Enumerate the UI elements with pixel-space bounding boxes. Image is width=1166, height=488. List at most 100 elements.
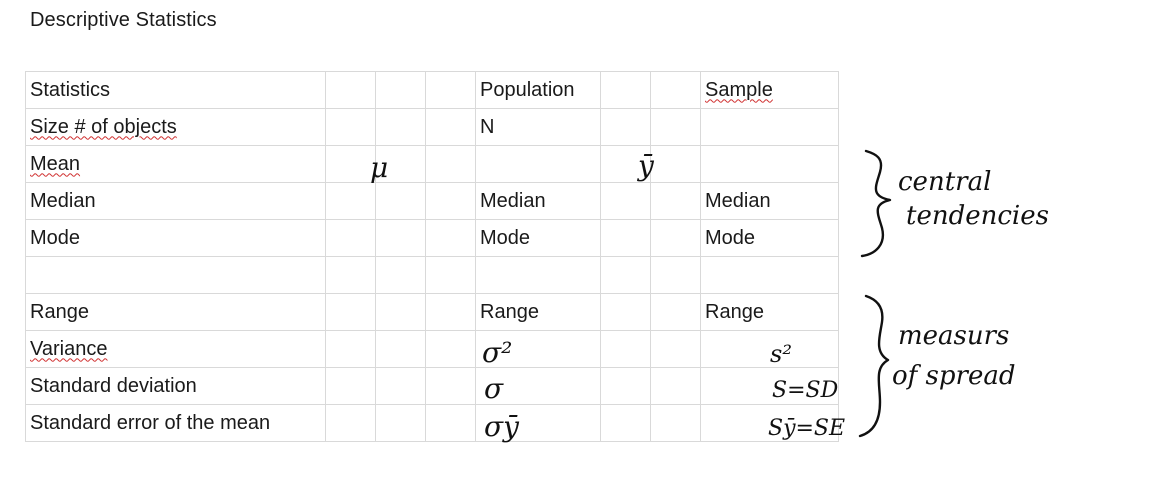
population-cell[interactable]: Population [475, 71, 601, 109]
sample-cell[interactable]: Mode [700, 219, 839, 257]
cell[interactable] [600, 330, 651, 368]
row-label[interactable]: Size # of objects [25, 108, 326, 146]
table-row: Size # of objects N [25, 108, 839, 146]
table-row [25, 256, 839, 294]
cell[interactable] [650, 256, 701, 294]
cell[interactable] [325, 404, 376, 442]
cell[interactable] [375, 256, 426, 294]
sample-cell[interactable] [700, 145, 839, 183]
cell[interactable] [375, 293, 426, 331]
cell[interactable] [375, 404, 426, 442]
table-row: Standard deviation [25, 367, 839, 405]
cell[interactable] [325, 219, 376, 257]
cell[interactable] [650, 293, 701, 331]
cell[interactable] [650, 330, 701, 368]
cell[interactable] [600, 219, 651, 257]
cell[interactable] [375, 182, 426, 220]
cell[interactable] [600, 145, 651, 183]
cell[interactable] [650, 71, 701, 109]
cell[interactable] [650, 182, 701, 220]
brace-measures-of-spread [858, 294, 890, 438]
cell[interactable] [425, 182, 476, 220]
sample-cell[interactable]: Sample [700, 71, 839, 109]
sample-cell[interactable]: Range [700, 293, 839, 331]
cell[interactable] [325, 145, 376, 183]
row-label[interactable]: Mode [25, 219, 326, 257]
sample-cell[interactable] [700, 404, 839, 442]
cell[interactable] [375, 108, 426, 146]
document-title: Descriptive Statistics [30, 9, 217, 31]
population-cell[interactable] [475, 145, 601, 183]
cell[interactable] [375, 219, 426, 257]
population-cell[interactable]: Median [475, 182, 601, 220]
cell[interactable] [600, 367, 651, 405]
cell[interactable] [650, 367, 701, 405]
measurs-label: measurs [898, 321, 1009, 351]
row-label-text: Size # of objects [30, 115, 177, 138]
cell[interactable] [375, 145, 426, 183]
cell[interactable] [600, 404, 651, 442]
row-label[interactable]: Standard error of the mean [25, 404, 326, 442]
sample-cell[interactable] [700, 367, 839, 405]
sample-cell[interactable]: Median [700, 182, 839, 220]
row-label-text: Mean [30, 152, 81, 175]
cell[interactable] [425, 330, 476, 368]
central-label: central [898, 167, 991, 197]
population-cell[interactable]: Range [475, 293, 601, 331]
cell[interactable] [600, 71, 651, 109]
cell[interactable] [650, 404, 701, 442]
brace-central-tendencies [860, 149, 892, 258]
sample-cell[interactable] [700, 256, 839, 294]
row-label[interactable]: Range [25, 293, 326, 331]
population-cell[interactable] [475, 256, 601, 294]
cell[interactable] [325, 182, 376, 220]
table-row: Standard error of the mean [25, 404, 839, 442]
row-label[interactable]: Mean [25, 145, 326, 183]
cell[interactable] [650, 145, 701, 183]
sample-header-text: Sample [705, 78, 773, 101]
cell[interactable] [375, 330, 426, 368]
of-spread-label: of spread [892, 361, 1016, 391]
row-label-text: Variance [30, 337, 108, 360]
cell[interactable] [425, 108, 476, 146]
cell[interactable] [325, 293, 376, 331]
cell[interactable] [425, 256, 476, 294]
row-label[interactable]: Statistics [25, 71, 326, 109]
cell[interactable] [600, 256, 651, 294]
statistics-table: Statistics Population Sample Size # of o… [25, 71, 839, 442]
cell[interactable] [325, 256, 376, 294]
cell[interactable] [325, 330, 376, 368]
cell[interactable] [425, 219, 476, 257]
cell[interactable] [650, 108, 701, 146]
population-cell[interactable] [475, 330, 601, 368]
population-cell[interactable] [475, 404, 601, 442]
cell[interactable] [375, 71, 426, 109]
row-label[interactable]: Median [25, 182, 326, 220]
row-label[interactable]: Variance [25, 330, 326, 368]
population-cell[interactable] [475, 367, 601, 405]
cell[interactable] [325, 367, 376, 405]
cell[interactable] [650, 219, 701, 257]
cell[interactable] [325, 108, 376, 146]
population-cell[interactable]: Mode [475, 219, 601, 257]
cell[interactable] [375, 367, 426, 405]
cell[interactable] [600, 293, 651, 331]
row-label[interactable] [25, 256, 326, 294]
cell[interactable] [425, 71, 476, 109]
row-label[interactable]: Standard deviation [25, 367, 326, 405]
table-row: Variance [25, 330, 839, 368]
table-row: Range Range Range [25, 293, 839, 331]
cell[interactable] [325, 71, 376, 109]
cell[interactable] [425, 404, 476, 442]
cell[interactable] [600, 108, 651, 146]
table-row: Mean [25, 145, 839, 183]
sample-cell[interactable] [700, 330, 839, 368]
cell[interactable] [425, 367, 476, 405]
table-row: Median Median Median [25, 182, 839, 220]
cell[interactable] [425, 293, 476, 331]
table-row: Statistics Population Sample [25, 71, 839, 109]
population-cell[interactable]: N [475, 108, 601, 146]
cell[interactable] [425, 145, 476, 183]
cell[interactable] [600, 182, 651, 220]
sample-cell[interactable] [700, 108, 839, 146]
